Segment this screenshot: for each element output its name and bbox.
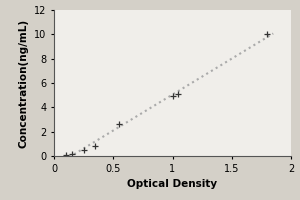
Point — [93, 145, 98, 148]
Y-axis label: Concentration(ng/mL): Concentration(ng/mL) — [18, 18, 28, 148]
Point — [265, 33, 270, 36]
Point — [176, 92, 181, 96]
Point — [170, 95, 175, 98]
Point — [117, 123, 122, 126]
X-axis label: Optical Density: Optical Density — [128, 179, 218, 189]
Point — [64, 154, 68, 157]
Point — [81, 148, 86, 152]
Point — [69, 152, 74, 155]
